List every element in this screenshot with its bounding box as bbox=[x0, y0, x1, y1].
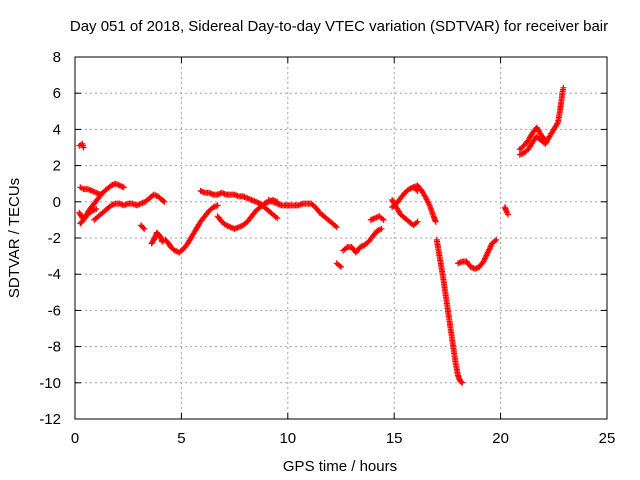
y-tick-label: -4 bbox=[48, 266, 61, 283]
y-tick-label: -10 bbox=[39, 375, 61, 392]
data-series-markers bbox=[138, 222, 148, 232]
y-tick-label: -6 bbox=[48, 302, 61, 319]
data-series-markers bbox=[340, 225, 385, 256]
data-series-markers bbox=[433, 236, 466, 386]
data-series-markers bbox=[501, 204, 511, 218]
plot-frame bbox=[74, 56, 608, 420]
x-axis-label: GPS time / hours bbox=[283, 458, 397, 475]
x-tick-label: 25 bbox=[599, 430, 616, 447]
y-tick-label: -2 bbox=[48, 230, 61, 247]
x-tick-label: 15 bbox=[386, 430, 403, 447]
y-tick-label: 2 bbox=[53, 158, 61, 175]
x-tick-label: 20 bbox=[492, 430, 509, 447]
y-tick-label: 0 bbox=[53, 194, 61, 211]
y-tick-label: -12 bbox=[39, 411, 61, 428]
y-tick-label: 6 bbox=[53, 85, 61, 102]
chart-title: Day 051 of 2018, Sidereal Day-to-day VTE… bbox=[70, 18, 608, 35]
data-series-markers bbox=[516, 84, 567, 158]
y-tick-label: -8 bbox=[48, 339, 61, 356]
y-axis-label: SDTVAR / TECUs bbox=[6, 178, 23, 298]
grid bbox=[75, 57, 607, 419]
data-series-markers bbox=[197, 187, 281, 222]
data-series-markers bbox=[265, 197, 340, 231]
data-series-markers bbox=[148, 202, 221, 256]
x-tick-label: 0 bbox=[71, 430, 79, 447]
data-series-markers bbox=[77, 206, 100, 227]
y-tick-label: 8 bbox=[53, 49, 61, 66]
data-series-markers bbox=[76, 140, 87, 151]
tick-labels: 0 5 10 15 20 25 -12 -10 -8 -6 -4 -2 0 2 4 6 8 bbox=[39, 49, 615, 447]
data-series-markers bbox=[367, 213, 387, 223]
x-tick-label: 10 bbox=[279, 430, 296, 447]
data-series-markers bbox=[410, 182, 439, 225]
y-tick-label: 4 bbox=[53, 121, 61, 138]
data-series-markers bbox=[77, 184, 104, 198]
data-series-markers bbox=[91, 191, 168, 223]
data-series-markers bbox=[516, 124, 549, 153]
data-points bbox=[76, 84, 567, 386]
data-series-markers bbox=[389, 197, 421, 229]
x-tick-label: 5 bbox=[177, 430, 185, 447]
data-series-markers bbox=[455, 236, 500, 272]
data-series-markers bbox=[333, 260, 344, 270]
